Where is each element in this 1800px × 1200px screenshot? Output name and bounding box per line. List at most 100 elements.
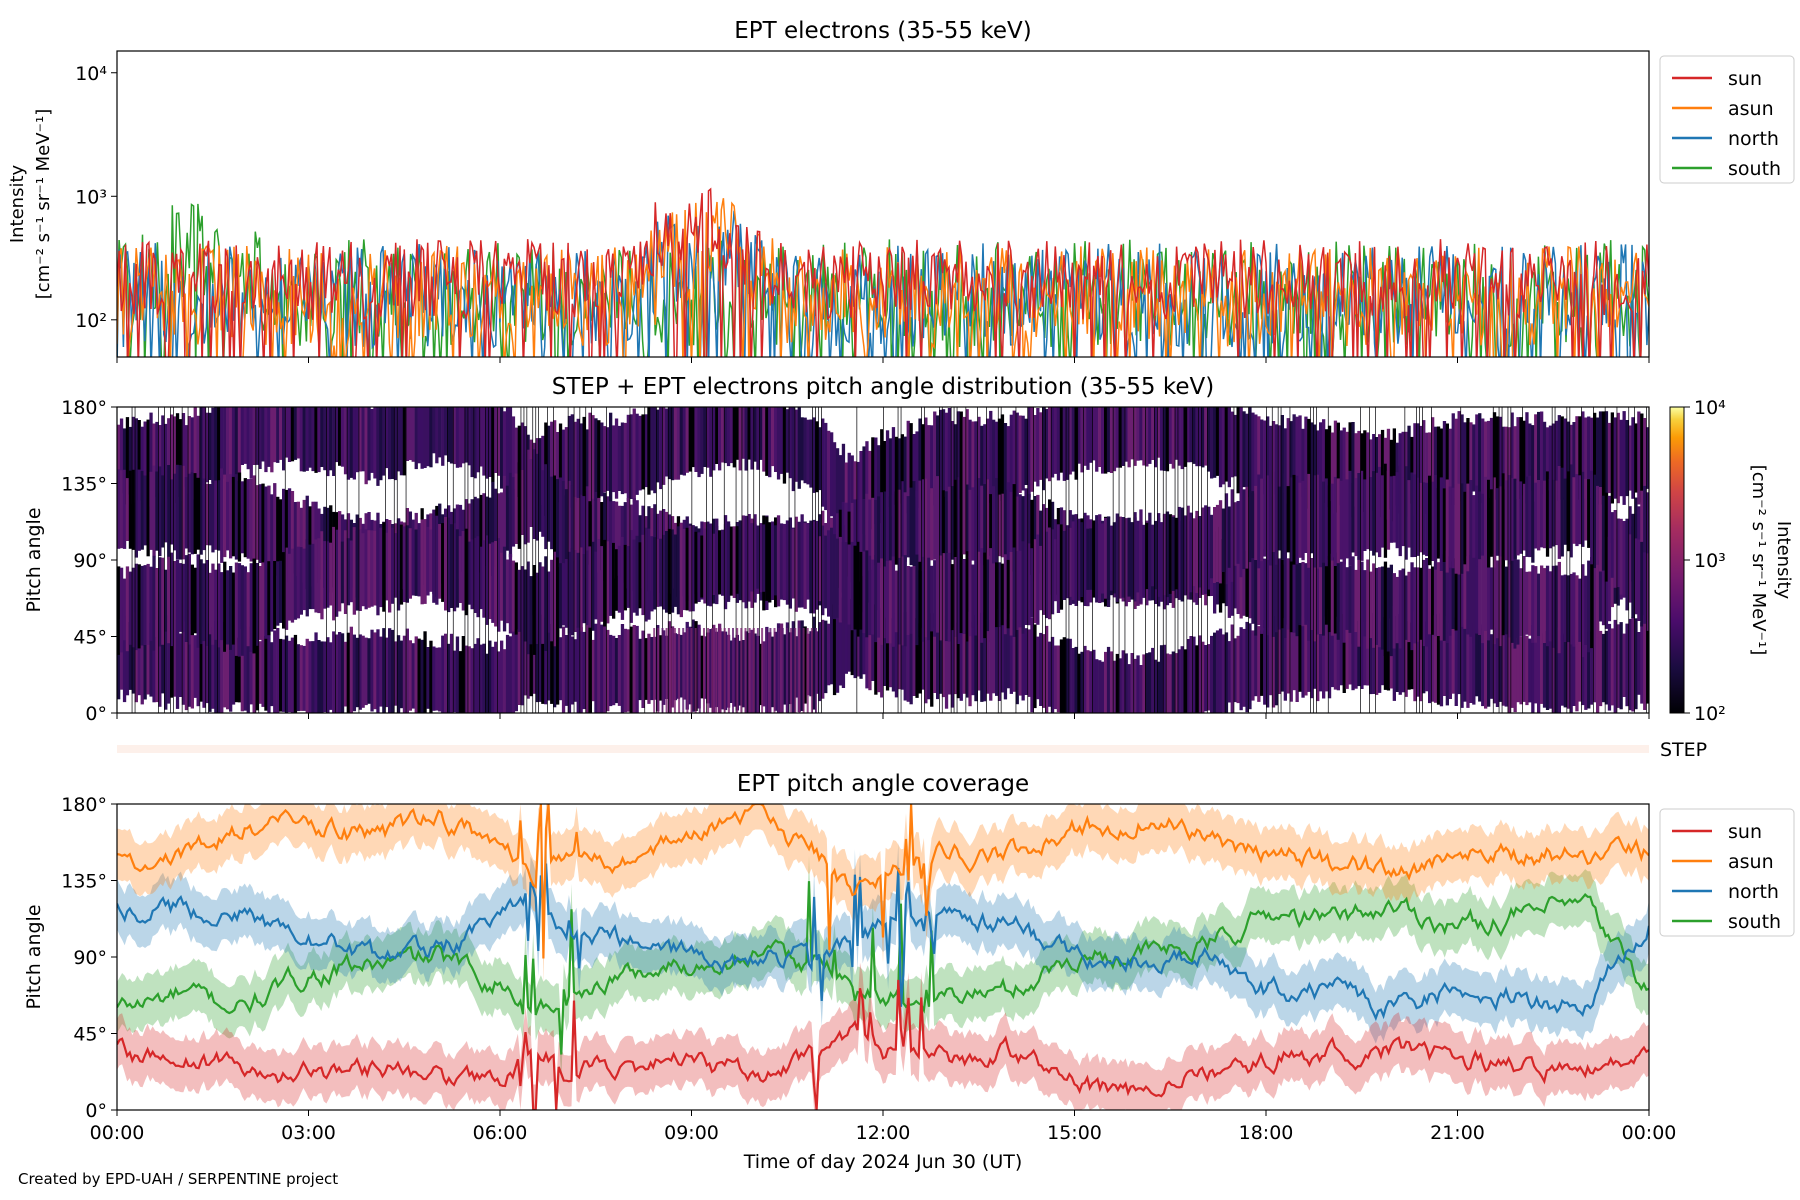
heatmap-cell-south bbox=[1469, 480, 1473, 574]
heatmap-cell-sun bbox=[217, 621, 221, 713]
heatmap-dark-stripe bbox=[1277, 407, 1279, 713]
heatmap-cell-sun bbox=[1301, 616, 1305, 698]
heatmap-cell-asun bbox=[653, 407, 657, 494]
heatmap-cell-north bbox=[170, 479, 174, 545]
heatmap-cell-south bbox=[1118, 516, 1122, 599]
heatmap-cell-asun bbox=[461, 407, 465, 464]
heatmap-cell-sun bbox=[888, 621, 893, 688]
heatmap-cell-sun bbox=[1563, 633, 1567, 708]
heatmap-cell-sun bbox=[502, 649, 507, 713]
heatmap-cell-sun bbox=[1254, 633, 1258, 697]
heatmap-cell-asun bbox=[223, 407, 227, 479]
heatmap-cell-north bbox=[308, 506, 312, 581]
heatmap-cell-south bbox=[989, 548, 993, 643]
heatmap-cell-north bbox=[1575, 575, 1579, 645]
heatmap-cell-sun bbox=[980, 612, 984, 702]
heatmap-dark-stripe bbox=[1165, 407, 1167, 713]
heatmap-cell-asun bbox=[1354, 433, 1358, 507]
panel4-xtick-label: 03:00 bbox=[281, 1122, 336, 1144]
heatmap-cell-north bbox=[597, 497, 601, 573]
heatmap-cell-asun bbox=[234, 407, 239, 479]
panel1-plot bbox=[116, 50, 1650, 358]
heatmap-cell-asun bbox=[311, 407, 315, 472]
heatmap-dark-stripe bbox=[897, 407, 899, 713]
heatmap-cell-sun bbox=[1360, 618, 1364, 689]
heatmap-cell-sun bbox=[1554, 627, 1558, 713]
heatmap-cell-north bbox=[956, 477, 960, 570]
heatmap-cell-south bbox=[361, 533, 365, 607]
heatmap-cell-asun bbox=[117, 424, 121, 498]
heatmap-cell-asun bbox=[396, 407, 401, 472]
heatmap-cell-asun bbox=[1451, 413, 1455, 505]
heatmap-cell-asun bbox=[202, 407, 206, 496]
heatmap-cell-sun bbox=[1168, 654, 1173, 713]
heatmap-cell-north bbox=[137, 469, 141, 551]
heatmap-cell-asun bbox=[676, 407, 681, 480]
heatmap-cell-asun bbox=[270, 407, 274, 473]
heatmap-cell-north bbox=[1251, 550, 1255, 624]
heatmap-dark-stripe bbox=[1174, 407, 1176, 713]
heatmap-cell-north bbox=[488, 497, 492, 563]
heatmap-cell-north bbox=[1351, 556, 1355, 644]
heatmap-cell-sun bbox=[1171, 651, 1175, 713]
heatmap-cell-north bbox=[594, 491, 598, 577]
heatmap-cell-asun bbox=[1454, 418, 1458, 499]
heatmap-cell-asun bbox=[146, 419, 150, 500]
heatmap-cell-sun bbox=[688, 626, 692, 705]
heatmap-cell-sun bbox=[529, 612, 533, 697]
heatmap-cell-sun bbox=[818, 622, 822, 702]
heatmap-cell-sun bbox=[965, 621, 969, 698]
heatmap-cell-south bbox=[815, 526, 819, 610]
heatmap-dark-stripe bbox=[965, 407, 967, 713]
heatmap-cell-north bbox=[1601, 548, 1606, 626]
heatmap-cell-south bbox=[1475, 485, 1479, 567]
heatmap-cell-south bbox=[199, 559, 203, 645]
heatmap-cell-north bbox=[237, 472, 242, 562]
heatmap-cell-south bbox=[267, 561, 271, 636]
heatmap-cell-south bbox=[806, 533, 810, 600]
heatmap-cell-north bbox=[1310, 558, 1314, 630]
heatmap-cell-north bbox=[282, 488, 286, 578]
heatmap-cell-asun bbox=[1487, 420, 1491, 495]
heatmap-cell-south bbox=[921, 556, 925, 642]
heatmap-cell-asun bbox=[968, 419, 972, 492]
heatmap-cell-north bbox=[859, 496, 863, 582]
heatmap-cell-north bbox=[476, 498, 480, 572]
panel2-heatmap bbox=[116, 406, 1650, 714]
heatmap-cell-sun bbox=[264, 635, 268, 711]
heatmap-cell-asun bbox=[1112, 407, 1117, 472]
heatmap-cell-asun bbox=[1177, 407, 1181, 466]
heatmap-cell-south bbox=[276, 561, 280, 626]
heatmap-cell-sun bbox=[753, 633, 757, 713]
heatmap-cell-south bbox=[1422, 482, 1426, 555]
heatmap-cell-sun bbox=[399, 640, 404, 709]
heatmap-cell-south bbox=[1180, 507, 1184, 599]
heatmap-cell-asun bbox=[1189, 407, 1193, 463]
heatmap-cell-south bbox=[1619, 518, 1623, 595]
heatmap-cell-north bbox=[167, 465, 171, 559]
heatmap-cell-north bbox=[1548, 571, 1553, 642]
heatmap-dark-stripe bbox=[473, 407, 475, 713]
heatmap-cell-south bbox=[1607, 495, 1612, 587]
heatmap-cell-south bbox=[1198, 516, 1202, 588]
heatmap-cell-north bbox=[1316, 553, 1320, 635]
heatmap-cell-sun bbox=[1410, 622, 1414, 690]
heatmap-cell-asun bbox=[1254, 414, 1258, 494]
heatmap-cell-sun bbox=[1048, 641, 1052, 707]
heatmap-cell-south bbox=[1074, 518, 1078, 602]
heatmap-cell-north bbox=[1578, 578, 1582, 642]
heatmap-cell-south bbox=[673, 534, 678, 607]
heatmap-cell-sun bbox=[1640, 622, 1644, 704]
heatmap-cell-asun bbox=[1106, 407, 1111, 473]
heatmap-cell-asun bbox=[665, 408, 669, 477]
heatmap-dark-stripe bbox=[358, 407, 360, 713]
heatmap-dark-stripe bbox=[567, 407, 569, 713]
heatmap-cell-sun bbox=[1248, 623, 1252, 710]
heatmap-cell-sun bbox=[844, 607, 848, 674]
heatmap-cell-sun bbox=[1124, 653, 1128, 713]
heatmap-cell-north bbox=[1507, 564, 1511, 638]
heatmap-cell-north bbox=[1498, 553, 1502, 647]
heatmap-cell-south bbox=[1292, 474, 1296, 565]
heatmap-cell-asun bbox=[349, 407, 353, 478]
heatmap-dark-stripe bbox=[1186, 407, 1188, 713]
